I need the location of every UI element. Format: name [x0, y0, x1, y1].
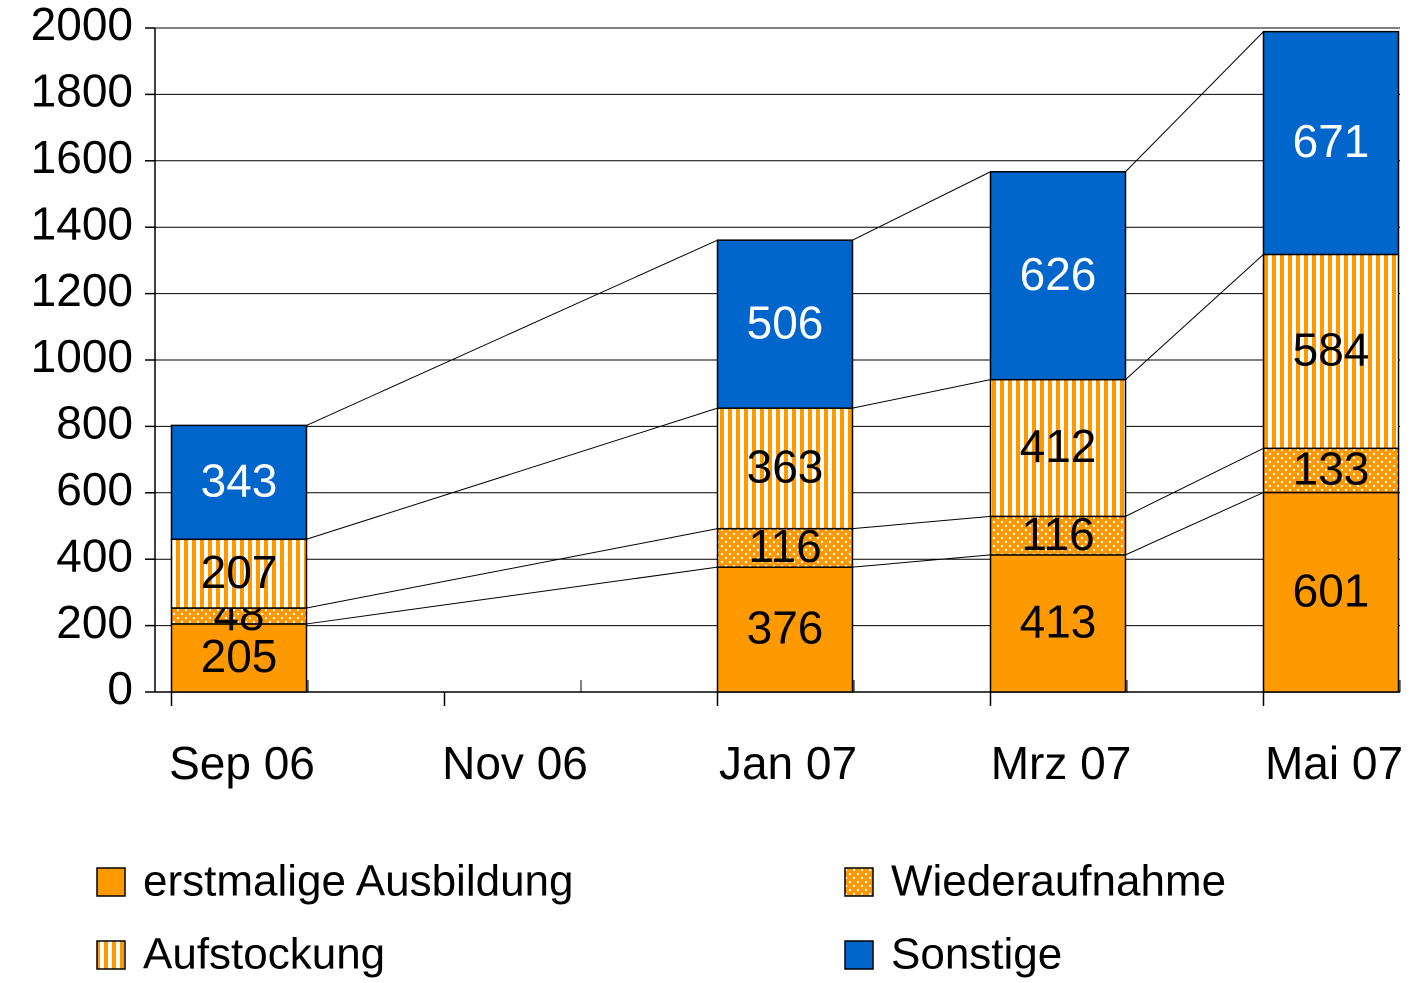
bar-segment	[1262, 253, 1400, 450]
bar-segment	[716, 407, 854, 530]
x-tick-label: Sep 06	[169, 737, 315, 789]
bar-segment	[989, 515, 1127, 556]
data-label: 207	[201, 546, 278, 598]
legend-label: erstmalige Ausbildung	[143, 857, 573, 906]
data-label: 584	[1293, 324, 1370, 376]
legend-swatch	[844, 940, 874, 970]
data-label: 601	[1293, 564, 1370, 616]
bar-segment	[1262, 447, 1400, 494]
y-tick-label: 1600	[31, 131, 133, 183]
series-line	[852, 379, 991, 409]
series-line	[306, 239, 718, 426]
series-line	[306, 566, 718, 625]
series-line	[306, 528, 718, 609]
y-tick-label: 600	[56, 463, 133, 515]
series-line	[852, 554, 991, 568]
bar-segment	[170, 424, 308, 541]
series-line	[852, 515, 991, 530]
x-tick-label: Jan 07	[719, 737, 857, 789]
bar-segment	[989, 554, 1127, 693]
series-line	[1125, 31, 1264, 173]
data-label: 205	[201, 630, 278, 682]
bar-segment	[716, 239, 854, 409]
y-tick-label: 2000	[31, 0, 133, 50]
series-line	[306, 407, 718, 540]
data-label: 412	[1020, 420, 1097, 472]
data-label: 626	[1020, 248, 1097, 300]
data-label: 133	[1293, 443, 1370, 495]
bar-segment	[1262, 30, 1400, 256]
legend-label: Aufstockung	[143, 930, 385, 979]
data-label: 671	[1293, 115, 1370, 167]
y-tick-label: 400	[56, 529, 133, 581]
data-label: 343	[201, 454, 278, 506]
y-tick-label: 1800	[31, 65, 133, 117]
data-label: 376	[747, 602, 824, 654]
bar-segment	[170, 538, 308, 609]
x-tick-label: Nov 06	[442, 737, 588, 789]
x-tick-label: Mai 07	[1265, 737, 1403, 789]
data-label: 506	[747, 296, 824, 348]
legend-swatch	[844, 867, 874, 897]
series-line	[1125, 492, 1264, 556]
bar-segment	[716, 566, 854, 693]
series-line	[1125, 447, 1264, 517]
series-line	[1125, 254, 1264, 380]
legend-swatch	[96, 867, 126, 897]
bar-segment	[1262, 491, 1400, 693]
series-line	[852, 171, 991, 241]
y-tick-label: 200	[56, 596, 133, 648]
legend-label: Wiederaufnahme	[891, 857, 1226, 906]
y-tick-label: 0	[107, 662, 133, 714]
y-tick-label: 800	[56, 397, 133, 449]
data-label: 413	[1020, 596, 1097, 648]
legend-swatch	[96, 940, 126, 970]
y-tick-label: 1400	[31, 197, 133, 249]
legend-label: Sonstige	[891, 930, 1062, 979]
x-tick-label: Mrz 07	[991, 737, 1132, 789]
y-tick-label: 1000	[31, 330, 133, 382]
y-tick-label: 1200	[31, 264, 133, 316]
data-label: 363	[747, 441, 824, 493]
bar-segment	[989, 171, 1127, 381]
